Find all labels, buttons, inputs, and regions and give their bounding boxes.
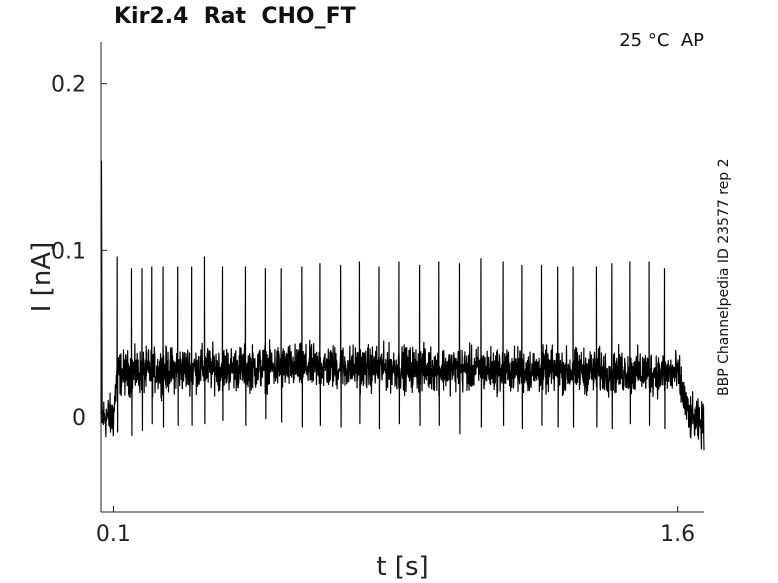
current-trace-line xyxy=(100,160,705,451)
condition-label: 25 °C AP xyxy=(619,30,704,51)
y-tick-label: 0.2 xyxy=(51,73,86,98)
tick-group: 0 0.1 0.2 0.1 1.6 xyxy=(51,73,695,547)
trace-group xyxy=(100,160,705,451)
chart-title: Kir2.4 Rat CHO_FT xyxy=(114,4,356,29)
x-axis-label: t [s] xyxy=(376,552,428,582)
y-axis-label: I [nA] xyxy=(27,242,57,312)
x-tick-label: 0.1 xyxy=(96,522,131,547)
y-tick-label: 0.1 xyxy=(51,239,86,264)
y-tick-label: 0 xyxy=(72,406,86,431)
x-tick-label: 1.6 xyxy=(660,522,695,547)
